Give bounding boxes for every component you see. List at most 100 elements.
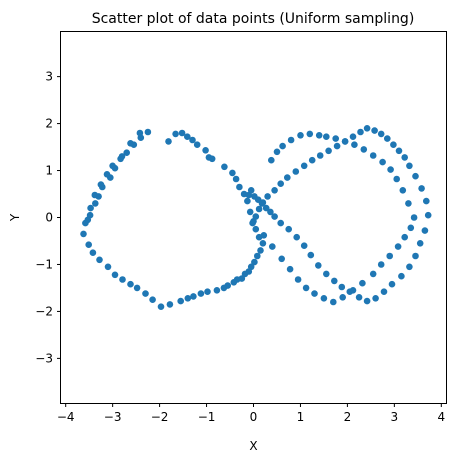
data-point (142, 290, 149, 297)
data-point (221, 163, 228, 171)
x-tick-label: −3 (104, 410, 122, 424)
data-point (157, 303, 165, 311)
data-point (271, 187, 278, 194)
data-point (300, 162, 308, 170)
data-point (249, 219, 256, 227)
data-point (286, 265, 294, 273)
data-point (307, 251, 315, 259)
data-point (273, 148, 281, 156)
y-axis-label: Y (8, 213, 22, 222)
data-point (359, 279, 366, 287)
data-point (315, 132, 323, 139)
data-point (252, 225, 260, 233)
data-point (278, 255, 286, 263)
data-point (267, 208, 274, 216)
plot-area (60, 31, 447, 404)
data-point (123, 149, 130, 156)
data-point (127, 140, 134, 147)
data-point (259, 199, 267, 206)
data-point (406, 263, 413, 271)
x-tick-label: −1 (198, 410, 216, 424)
data-point (91, 191, 99, 199)
data-point (165, 138, 172, 145)
data-point (172, 130, 179, 138)
data-point (401, 233, 409, 241)
data-point (421, 227, 429, 234)
y-axis-ticks: −3 −2 −1 0 1 2 3 (35, 70, 61, 365)
data-point (229, 169, 236, 177)
data-point (230, 279, 238, 286)
data-point (190, 293, 197, 300)
data-point (330, 298, 337, 306)
data-point (277, 180, 285, 187)
data-point (213, 287, 221, 294)
data-point (406, 162, 413, 170)
data-point (349, 287, 357, 294)
data-point (416, 240, 424, 247)
data-point (388, 280, 396, 288)
data-point (311, 290, 318, 297)
data-point (244, 197, 251, 205)
y-tick-label: 2 (45, 117, 53, 131)
data-point (268, 156, 275, 164)
x-tick-label: 1 (297, 410, 305, 424)
data-point (360, 146, 368, 153)
data-point (315, 262, 322, 269)
data-point (387, 166, 394, 173)
data-point (394, 243, 402, 250)
data-point (127, 280, 134, 288)
y-tick-label: −2 (35, 304, 53, 318)
data-point (136, 129, 144, 137)
data-point (255, 205, 263, 213)
data-point (208, 155, 216, 163)
data-point (184, 295, 192, 302)
data-point (369, 152, 377, 159)
data-point (184, 133, 191, 140)
data-point (285, 225, 293, 233)
data-point (257, 247, 264, 254)
data-point (338, 283, 346, 291)
data-point (166, 301, 174, 308)
chart-title: Scatter plot of data points (Uniform sam… (92, 11, 415, 27)
data-point (149, 296, 156, 304)
data-point (412, 172, 419, 180)
x-axis-ticks: −4 −3 −2 −1 0 1 2 3 4 (57, 403, 445, 424)
data-point (287, 136, 295, 144)
data-point (103, 171, 111, 178)
data-point (264, 193, 271, 200)
data-point (277, 219, 285, 227)
data-point (355, 294, 363, 301)
data-point (245, 191, 253, 199)
data-point (204, 288, 211, 296)
data-point (292, 168, 300, 175)
data-point (300, 242, 308, 249)
data-point (104, 263, 112, 271)
x-tick-label: 0 (250, 410, 258, 424)
data-point (372, 295, 379, 302)
data-point (341, 138, 349, 145)
data-point (357, 128, 364, 136)
data-point (423, 197, 430, 205)
data-point (369, 270, 377, 278)
data-point (386, 252, 394, 260)
data-point (412, 252, 419, 260)
data-point (85, 241, 92, 248)
data-point (178, 129, 186, 137)
y-tick-label: 1 (45, 164, 53, 178)
data-point (92, 200, 99, 207)
data-point (87, 204, 94, 212)
data-point (323, 270, 330, 278)
data-point (262, 204, 270, 212)
data-point (294, 276, 302, 283)
data-point (251, 258, 258, 266)
x-tick-label: 2 (344, 410, 352, 424)
data-point (380, 288, 388, 296)
data-point (325, 147, 332, 155)
data-point (246, 208, 254, 216)
data-point (177, 297, 184, 305)
data-point (363, 125, 371, 132)
data-point (144, 128, 152, 136)
data-point (89, 249, 97, 256)
data-point (399, 187, 407, 194)
